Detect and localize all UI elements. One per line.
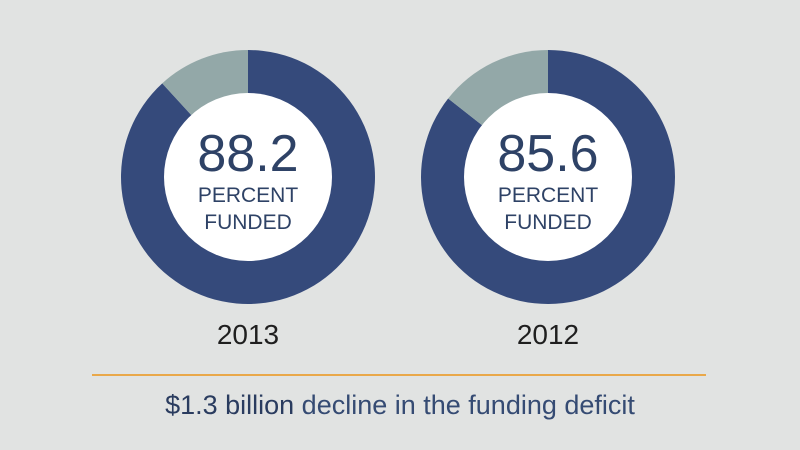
donut-2012-label-line1: PERCENT (498, 184, 599, 207)
donut-2012-year-label: 2012 (517, 319, 579, 350)
divider-line (92, 374, 706, 376)
donut-2013: 88.2 PERCENT FUNDED 2013 (120, 50, 375, 350)
donut-2013-year-label: 2013 (217, 319, 279, 350)
donut-2013-value: 88.2 (197, 125, 298, 183)
donut-charts: 88.2 PERCENT FUNDED 2013 85.6 PERCENT FU… (120, 50, 675, 350)
donut-2013-center (164, 93, 332, 261)
caption: $1.3 billion decline in the funding defi… (0, 390, 800, 421)
donut-2013-label-line1: PERCENT (198, 184, 299, 207)
donut-2012-center (464, 93, 632, 261)
caption-amount: $1.3 billion (165, 390, 295, 420)
caption-text: decline in the funding deficit (294, 390, 635, 420)
donut-2013-label-line2: FUNDED (204, 211, 292, 234)
donut-2012-value: 85.6 (497, 125, 598, 183)
donut-2012: 85.6 PERCENT FUNDED 2012 (420, 50, 675, 350)
donut-2012-label-line2: FUNDED (504, 211, 592, 234)
